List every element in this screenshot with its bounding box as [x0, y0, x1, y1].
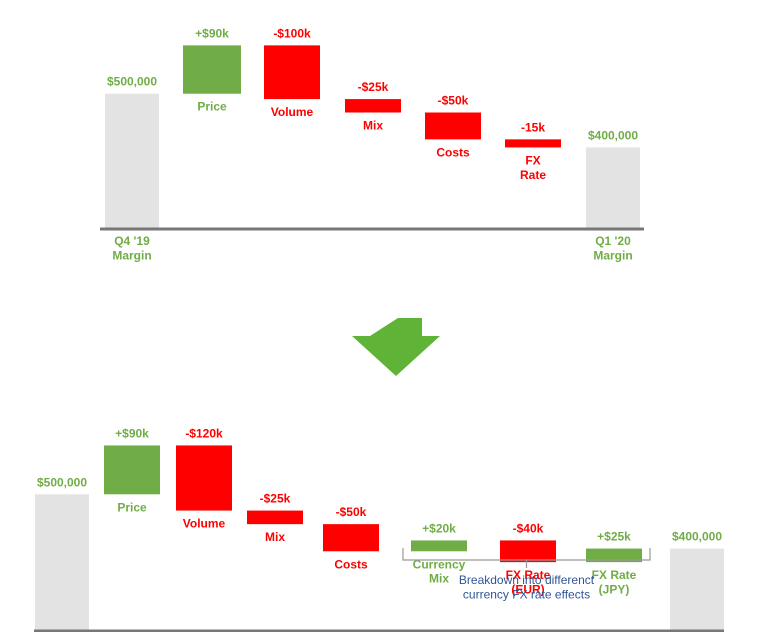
- delta-bar: [176, 445, 232, 511]
- category-label: FX Rate (JPY): [592, 568, 637, 596]
- delta-bar: [247, 510, 303, 525]
- value-label: -15k: [521, 120, 545, 134]
- delta-bar: [183, 45, 241, 94]
- category-label: Volume: [271, 105, 314, 119]
- value-label: -$40k: [513, 521, 544, 535]
- value-label: -$50k: [438, 94, 469, 108]
- category-label: Price: [117, 500, 147, 514]
- delta-bar: [264, 45, 320, 100]
- category-label: Currency Mix: [413, 557, 466, 585]
- transition-arrow: [352, 318, 440, 376]
- category-label: Costs: [436, 145, 470, 159]
- delta-bar: [425, 112, 481, 140]
- total-bar: [670, 548, 724, 630]
- value-label: $500,000: [37, 475, 87, 489]
- annotation-bracket: [402, 548, 651, 568]
- total-bar: [35, 494, 89, 630]
- delta-bar: [104, 445, 160, 495]
- delta-bar: [586, 548, 642, 563]
- delta-bar: [505, 139, 561, 148]
- value-label: +$90k: [115, 426, 149, 440]
- delta-bar: [345, 99, 401, 113]
- delta-bar: [323, 524, 379, 552]
- annotation-text: Breakdown into differenct currency FX rat…: [459, 573, 595, 601]
- delta-bar: [500, 540, 556, 563]
- category-label: Price: [197, 100, 227, 114]
- value-label: +$25k: [597, 530, 631, 544]
- total-bar: [586, 147, 640, 228]
- total-bar: [105, 93, 159, 228]
- category-label: Volume: [183, 517, 226, 531]
- value-label: -$120k: [185, 426, 223, 440]
- value-label: -$100k: [273, 26, 311, 40]
- value-label: +$20k: [422, 521, 456, 535]
- category-label: Q1 '20 Margin: [593, 234, 632, 262]
- value-label: -$50k: [336, 505, 367, 519]
- value-label: -$25k: [358, 80, 389, 94]
- category-label: FX Rate (EUR): [506, 568, 551, 596]
- value-label: $500,000: [107, 75, 157, 89]
- delta-bar: [411, 540, 467, 552]
- category-label: Mix: [363, 119, 383, 133]
- category-label: Q4 '19 Margin: [112, 234, 151, 262]
- category-label: Costs: [334, 557, 368, 571]
- value-label: $400,000: [588, 128, 638, 142]
- category-label: Mix: [265, 530, 285, 544]
- value-label: +$90k: [195, 26, 229, 40]
- value-label: $400,000: [672, 530, 722, 544]
- category-label: FX Rate: [520, 153, 546, 181]
- value-label: -$25k: [260, 492, 291, 506]
